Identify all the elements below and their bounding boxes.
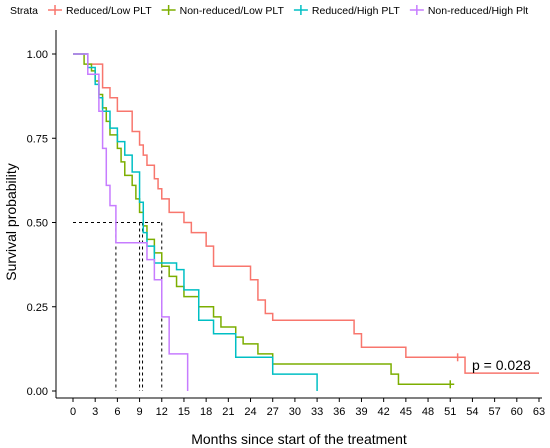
series-line (73, 53, 539, 374)
x-tick-label: 45 (400, 406, 412, 418)
x-tick-label: 6 (114, 406, 120, 418)
x-tick-label: 60 (511, 406, 523, 418)
p-value-annotation: p = 0.028 (472, 357, 531, 373)
legend-entry-label: Non-reduced/Low PLT (180, 5, 285, 17)
series-line (73, 53, 318, 391)
x-tick-label: 57 (488, 406, 500, 418)
x-tick-label: 36 (333, 406, 345, 418)
x-tick-label: 27 (267, 406, 279, 418)
x-tick-label: 12 (156, 406, 168, 418)
x-tick-label: 51 (444, 406, 456, 418)
y-tick-label: 0.50 (27, 218, 48, 230)
x-tick-label: 39 (355, 406, 367, 418)
series-group (73, 53, 539, 391)
x-tick-label: 21 (222, 406, 234, 418)
x-tick-label: 30 (289, 406, 301, 418)
legend-entry-label: Non-reduced/High Plt (428, 5, 528, 17)
x-tick-label: 33 (311, 406, 323, 418)
x-tick-label: 9 (137, 406, 143, 418)
y-tick-label: 0.25 (27, 302, 48, 314)
legend-entry-label: Reduced/High PLT (312, 5, 401, 17)
legend: Strata Reduced/Low PLT Non-reduced/Low PL… (10, 5, 528, 17)
y-tick-label: 1.00 (27, 49, 48, 61)
x-tick-label: 3 (92, 406, 98, 418)
x-ticks: 0 3 6 9 12 15 18 21 24 27 30 33 36 39 42 45 48 51 54 57 60 63 (70, 398, 545, 418)
x-tick-label: 15 (178, 406, 190, 418)
x-axis-label: Months since start of the treatment (191, 431, 407, 447)
x-tick-label: 18 (200, 406, 212, 418)
series-line (73, 53, 451, 386)
y-tick-label: 0.75 (27, 133, 48, 145)
x-tick-label: 0 (70, 406, 76, 418)
x-tick-label: 24 (244, 406, 256, 418)
x-tick-label: 48 (422, 406, 434, 418)
y-axis-label: Survival probability (3, 163, 19, 281)
x-tick-label: 63 (533, 406, 545, 418)
series-line (73, 53, 189, 391)
x-tick-label: 54 (466, 406, 478, 418)
median-lines (73, 222, 163, 391)
legend-entry-label: Reduced/Low PLT (66, 5, 152, 17)
axes (55, 30, 542, 399)
y-tick-label: 0.00 (27, 386, 48, 398)
legend-title: Strata (10, 5, 38, 17)
x-tick-label: 42 (378, 406, 390, 418)
y-ticks: 0.00 0.25 0.50 0.75 1.00 (27, 49, 56, 398)
